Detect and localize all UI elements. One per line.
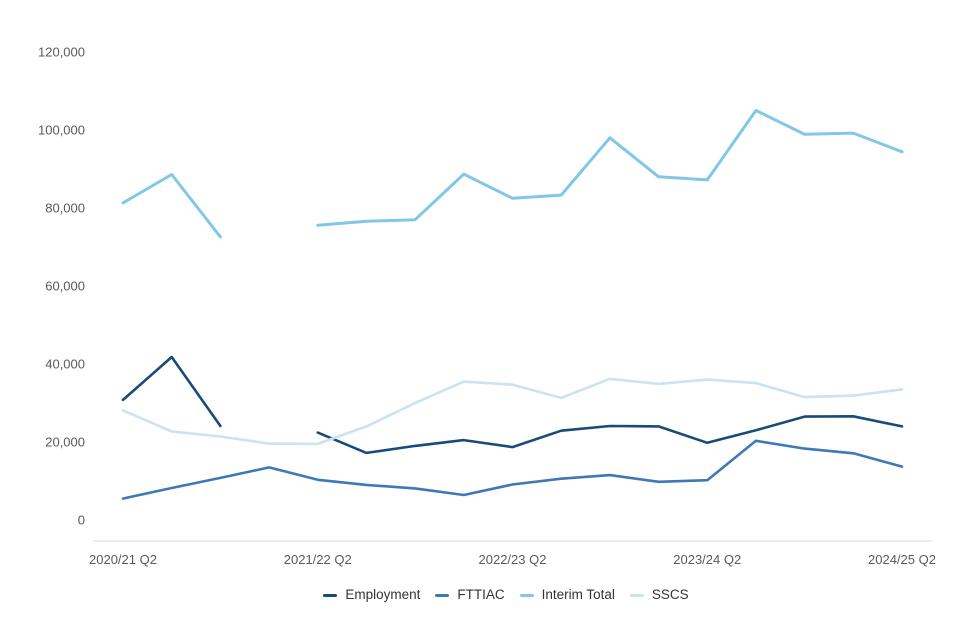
y-axis-tick-label: 20,000 <box>45 435 85 450</box>
x-axis-tick-label: 2021/22 Q2 <box>284 552 352 567</box>
y-axis-tick-label: 100,000 <box>38 123 85 138</box>
legend-item-interim-total[interactable]: Interim Total <box>519 586 615 604</box>
x-axis: 2020/21 Q2 2021/22 Q2 2022/23 Q2 2023/24 Q2… <box>89 540 936 567</box>
x-axis-tick-label: 2022/23 Q2 <box>479 552 547 567</box>
chart-legend: Employment FTTIAC Interim Total SSCS <box>0 586 960 604</box>
legend-item-sscs[interactable]: SSCS <box>629 586 689 604</box>
y-axis: 0 20,000 40,000 60,000 80,000 100,000 120,000 <box>38 45 85 528</box>
legend-label-interim-total: Interim Total <box>541 587 615 602</box>
legend-label-sscs: SSCS <box>651 587 689 602</box>
y-axis-tick-label: 0 <box>78 513 85 528</box>
y-axis-tick-label: 40,000 <box>45 357 85 372</box>
legend-swatch-fttiac <box>435 593 450 597</box>
y-axis-tick-label: 60,000 <box>45 279 85 294</box>
x-axis-tick-label: 2023/24 Q2 <box>673 552 741 567</box>
legend-swatch-employment <box>323 593 338 597</box>
legend-swatch-sscs <box>629 593 644 597</box>
legend-label-fttiac: FTTIAC <box>457 587 505 602</box>
x-axis-tick-label: 2024/25 Q2 <box>868 552 936 567</box>
plot-area <box>121 109 904 500</box>
series-line-employment <box>121 355 904 455</box>
legend-item-fttiac[interactable]: FTTIAC <box>435 586 505 604</box>
legend-item-employment[interactable]: Employment <box>323 586 420 604</box>
legend-swatch-interim-total <box>519 593 534 597</box>
series-line-fttiac <box>121 439 904 500</box>
x-axis-tick-label: 2020/21 Q2 <box>89 552 157 567</box>
y-axis-tick-label: 80,000 <box>45 201 85 216</box>
series-line-sscs <box>121 377 904 446</box>
series-line-interim-total <box>121 109 904 239</box>
y-axis-tick-label: 120,000 <box>38 45 85 60</box>
legend-label-employment: Employment <box>345 587 421 602</box>
